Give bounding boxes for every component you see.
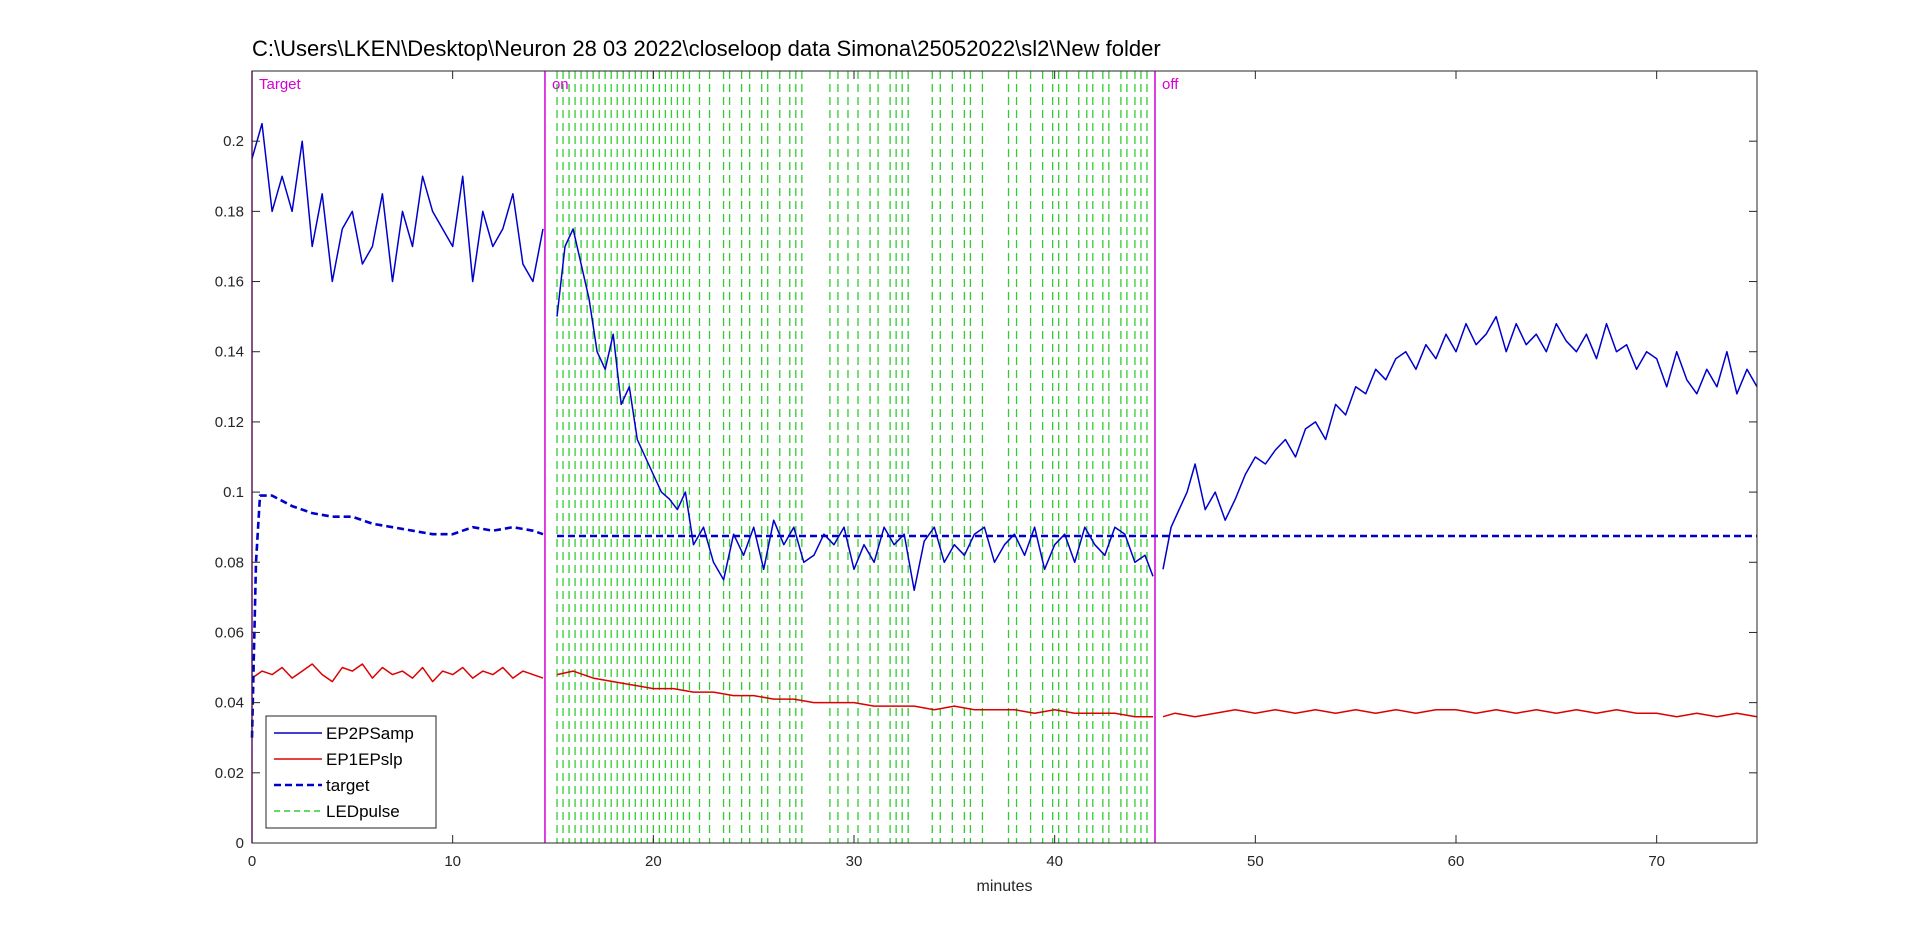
legend-box xyxy=(265,715,437,829)
y-tick-label: 0.1 xyxy=(223,484,244,501)
plot-area xyxy=(252,71,1757,843)
y-tick-label: 0.12 xyxy=(215,414,244,431)
region-label-target: Target xyxy=(259,76,302,93)
legend-label-target: target xyxy=(326,776,370,795)
y-tick-label: 0.02 xyxy=(215,765,244,782)
legend-label-ledpulse: LEDpulse xyxy=(326,802,400,821)
x-tick-label: 50 xyxy=(1247,853,1264,870)
series-line-ep2psamp xyxy=(251,122,544,283)
y-tick-label: 0.04 xyxy=(215,695,244,712)
series-line-ep2psamp xyxy=(1162,315,1758,570)
y-tick-label: 0 xyxy=(236,835,244,852)
y-tick-label: 0.14 xyxy=(215,344,244,361)
axes-box xyxy=(251,70,1758,844)
y-tick-label: 0.08 xyxy=(215,554,244,571)
y-tick-label: 0.06 xyxy=(215,624,244,641)
x-tick-label: 0 xyxy=(248,853,256,870)
series-line-target xyxy=(250,494,544,738)
y-tick-label: 0.2 xyxy=(223,133,244,150)
y-tick-label: 0.18 xyxy=(215,203,244,220)
x-tick-label: 30 xyxy=(846,853,863,870)
axes-layer: 0 10 20 30 40 50 60 70 0 0.02 0.04 0.06 0.08 0.1 0.12 0… xyxy=(215,70,1758,870)
series-layer xyxy=(250,122,1758,738)
region-label-on: on xyxy=(552,76,569,93)
x-tick-label: 60 xyxy=(1448,853,1465,870)
chart-title: C:\Users\LKEN\Desktop\Neuron 28 03 2022\… xyxy=(252,36,1161,61)
legend-label-ep2psamp: EP2PSamp xyxy=(326,724,414,743)
series-line-ep1epslp xyxy=(1162,708,1758,718)
legend-label-ep1epslp: EP1EPslp xyxy=(326,750,403,769)
y-tick-label: 0.16 xyxy=(215,274,244,291)
x-axis-label: minutes xyxy=(976,878,1032,895)
x-tick-label: 40 xyxy=(1046,853,1063,870)
region-label-off: off xyxy=(1162,76,1179,93)
x-tick-label: 20 xyxy=(645,853,662,870)
x-tick-label: 70 xyxy=(1648,853,1665,870)
legend: EP2PSamp EP1EPslp target LEDpulse xyxy=(265,715,437,829)
led-pulse-layer xyxy=(556,71,1148,843)
series-line-ep1epslp xyxy=(556,670,1153,718)
x-tick-label: 10 xyxy=(444,853,461,870)
series-line-ep1epslp xyxy=(251,663,544,683)
